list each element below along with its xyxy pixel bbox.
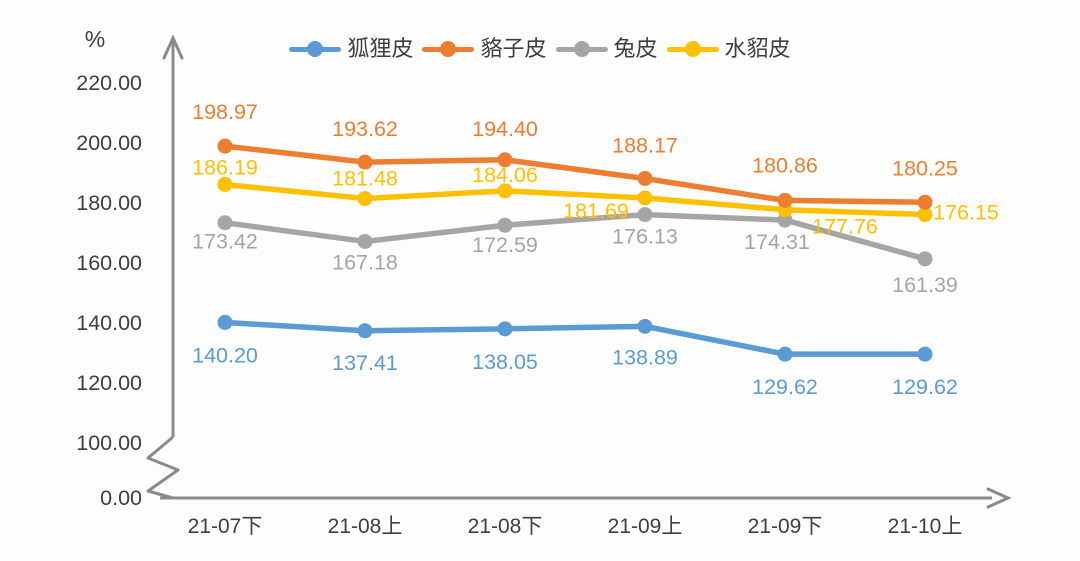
legend-line-dot-icon <box>422 41 475 58</box>
legend-dot <box>684 41 701 58</box>
series-3-value-label-2: 184.06 <box>472 163 538 187</box>
series-2-value-label-0: 173.42 <box>192 230 258 254</box>
series-0-value-label-3: 138.89 <box>612 345 678 369</box>
y-tick-label-180.00: 180.00 <box>76 191 142 215</box>
y-axis-break-zigzag <box>146 435 180 500</box>
series-0-value-label-1: 137.41 <box>332 351 398 375</box>
series-2-value-label-1: 167.18 <box>332 250 398 274</box>
legend-item-label: 水貂皮 <box>724 36 791 61</box>
legend-item-1: 貉子皮 <box>422 36 547 61</box>
series-0-point-3 <box>637 318 653 334</box>
legend-item-2: 兔皮 <box>555 36 658 61</box>
legend-item-label: 狐狸皮 <box>347 36 414 61</box>
series-2-value-label-3: 176.13 <box>612 225 678 249</box>
y-tick-label-100.00: 100.00 <box>76 431 142 455</box>
y-tick-label-120.00: 120.00 <box>76 371 142 395</box>
series-1-point-0 <box>217 138 233 154</box>
series-1-value-label-3: 188.17 <box>612 133 678 157</box>
series-3-value-label-0: 186.19 <box>192 155 258 179</box>
y-axis-arrow-icon <box>162 34 184 60</box>
x-axis-arrow-icon <box>986 487 1012 509</box>
series-3-value-label-5: 176.15 <box>933 201 999 225</box>
series-1-point-4 <box>777 192 793 208</box>
series-2-point-3 <box>637 207 653 223</box>
series-line-0 <box>222 319 928 357</box>
series-0-value-label-4: 129.62 <box>752 375 818 399</box>
x-category-label-3: 21-09上 <box>608 515 683 538</box>
y-tick-label-0.00: 0.00 <box>100 486 142 510</box>
series-0-point-0 <box>217 314 233 330</box>
series-2-point-4 <box>777 212 793 228</box>
series-2-point-2 <box>497 217 513 233</box>
series-3-point-3 <box>637 190 653 206</box>
series-3-value-label-1: 181.48 <box>332 167 398 191</box>
series-line-2 <box>222 211 928 262</box>
series-1-point-1 <box>357 154 373 170</box>
chart-legend: 狐狸皮 貉子皮 兔皮 水貂皮 <box>0 36 1080 61</box>
series-0-point-4 <box>777 346 793 362</box>
series-1-value-label-0: 198.97 <box>192 100 258 124</box>
legend-item-label: 貉子皮 <box>480 36 547 61</box>
series-line-1 <box>222 143 928 205</box>
series-1-point-5 <box>917 194 933 210</box>
y-tick-label-220.00: 220.00 <box>76 71 142 95</box>
x-category-label-5: 21-10上 <box>888 515 963 538</box>
series-2-value-label-5: 161.39 <box>892 273 958 297</box>
series-1-value-label-4: 180.86 <box>752 153 818 177</box>
legend-item-3: 水貂皮 <box>666 36 791 61</box>
series-1-point-3 <box>637 170 653 186</box>
legend-dot <box>573 41 590 58</box>
legend-item-0: 狐狸皮 <box>289 36 414 61</box>
series-0-value-label-2: 138.05 <box>472 350 538 374</box>
x-category-label-2: 21-08下 <box>468 515 543 538</box>
x-category-label-4: 21-09下 <box>748 515 823 538</box>
series-0-point-1 <box>357 323 373 339</box>
series-3-point-2 <box>497 183 513 199</box>
series-1-value-label-5: 180.25 <box>892 156 958 180</box>
y-axis-unit-label: % <box>85 26 105 52</box>
series-line-3 <box>222 181 928 218</box>
series-3-value-label-4: 177.76 <box>812 215 878 239</box>
series-0-value-label-5: 129.62 <box>892 375 958 399</box>
legend-dot <box>307 41 324 58</box>
series-3-point-1 <box>357 191 373 207</box>
legend-line-dot-icon <box>666 41 719 58</box>
y-tick-label-200.00: 200.00 <box>76 131 142 155</box>
series-0-point-5 <box>917 346 933 362</box>
legend-dot <box>440 41 457 58</box>
series-1-point-2 <box>497 152 513 168</box>
series-1-value-label-1: 193.62 <box>332 117 398 141</box>
series-0-point-2 <box>497 321 513 337</box>
legend-line-dot-icon <box>555 41 608 58</box>
series-2-point-0 <box>217 215 233 231</box>
x-category-label-0: 21-07下 <box>188 515 263 538</box>
series-0-value-label-0: 140.20 <box>192 343 258 367</box>
series-2-value-label-4: 174.31 <box>744 230 810 254</box>
series-2-point-5 <box>917 251 933 267</box>
y-tick-label-160.00: 160.00 <box>76 251 142 275</box>
series-3-value-label-3: 181.69 <box>563 199 629 223</box>
series-3-point-5 <box>917 207 933 223</box>
series-2-point-1 <box>357 233 373 249</box>
series-1-value-label-2: 194.40 <box>472 117 538 141</box>
legend-item-label: 兔皮 <box>613 36 658 61</box>
x-category-label-1: 21-08上 <box>328 515 403 538</box>
series-2-value-label-2: 172.59 <box>472 233 538 257</box>
series-3-point-0 <box>217 176 233 192</box>
y-tick-label-140.00: 140.00 <box>76 311 142 335</box>
legend-line-dot-icon <box>289 41 342 58</box>
